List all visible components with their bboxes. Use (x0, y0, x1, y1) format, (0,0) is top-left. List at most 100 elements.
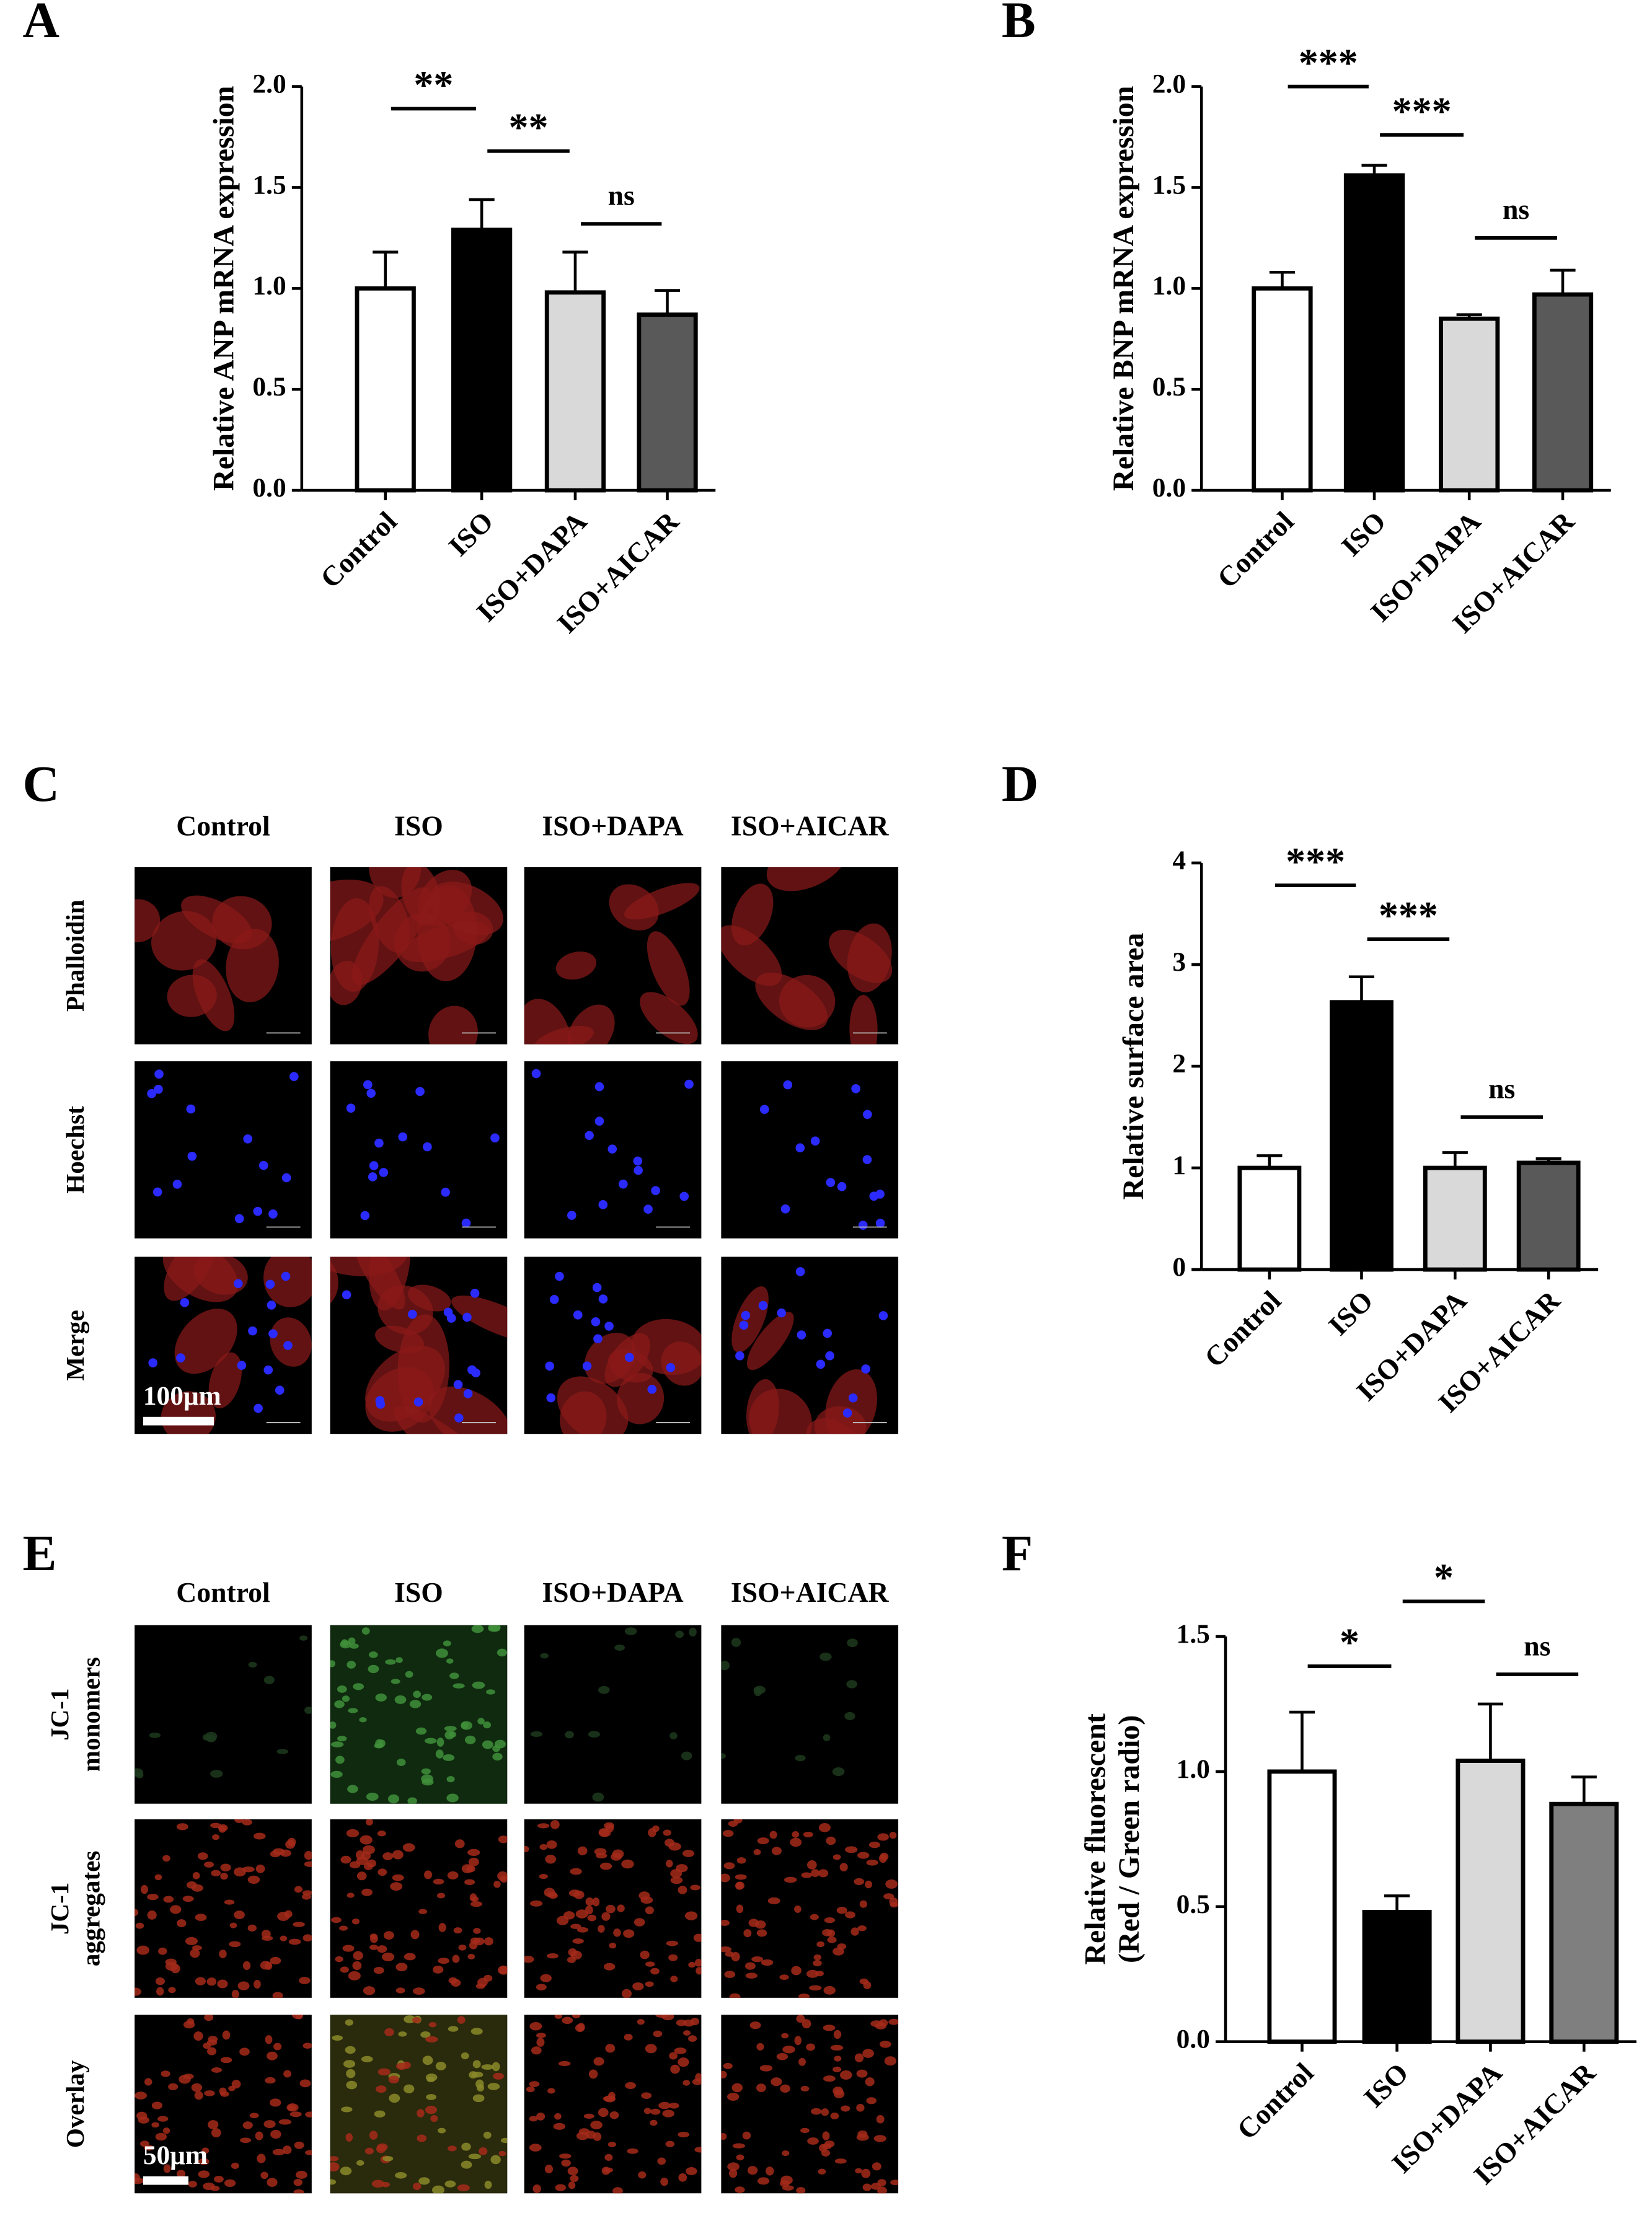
cell (810, 1914, 819, 1920)
cell (603, 2167, 614, 2173)
column-header: ISO+AICAR (731, 1576, 890, 1608)
cell (568, 1004, 615, 1045)
micrograph (524, 867, 702, 1045)
cell (645, 1906, 654, 1915)
cell (727, 2162, 740, 2171)
cell (348, 1971, 361, 1981)
cell (464, 1879, 475, 1885)
cell (257, 2153, 266, 2163)
cell (756, 1929, 767, 1937)
y-axis-label: Relative surface area (1117, 933, 1150, 1200)
cell (536, 2113, 546, 2121)
cell (830, 2113, 839, 2119)
bar (1237, 1165, 1302, 1272)
cell (811, 1869, 820, 1877)
y-tick-label: 1 (1172, 1151, 1186, 1180)
cell (607, 1349, 653, 1383)
cell (418, 2177, 430, 2185)
cell (407, 1797, 417, 1804)
cell (806, 1860, 817, 1870)
cell (889, 1832, 897, 1839)
nucleus (470, 1289, 480, 1298)
cell (588, 1731, 601, 1738)
cell (879, 2041, 891, 2048)
cell (689, 1627, 697, 1636)
nucleus (415, 1087, 425, 1097)
cell (220, 2057, 232, 2064)
cell (663, 1829, 671, 1836)
cell (598, 2108, 609, 2118)
cell (409, 1700, 422, 1708)
cell (347, 1661, 356, 1669)
nucleus (816, 1359, 826, 1369)
y-tick-label: 0.0 (1152, 473, 1186, 503)
cell (421, 1768, 431, 1775)
cell (676, 1864, 688, 1873)
micrograph (135, 1061, 312, 1239)
cell (721, 2133, 727, 2140)
cell (683, 2019, 695, 2027)
cell (492, 2062, 500, 2072)
cell (790, 1837, 802, 1847)
cell (461, 1864, 474, 1873)
significance-label: ns (1524, 1630, 1550, 1661)
cell (361, 2056, 373, 2062)
cell (694, 2147, 702, 2153)
cell (857, 1925, 867, 1932)
cell (375, 1694, 387, 1702)
nucleus (735, 1351, 744, 1361)
significance-label: *** (1379, 893, 1438, 937)
cell (862, 2049, 874, 2058)
cell (340, 2166, 352, 2176)
nucleus (593, 1334, 603, 1344)
significance-label: ** (509, 105, 549, 149)
cell (536, 1984, 547, 1990)
cell (353, 1951, 363, 1961)
cell (806, 2043, 815, 2051)
y-tick-label: 1.5 (1177, 1619, 1210, 1649)
cell (451, 1979, 461, 1987)
column-header: ISO+AICAR (731, 810, 890, 842)
cell (818, 1822, 831, 1832)
cell (369, 2131, 378, 2140)
micrograph (721, 1257, 899, 1434)
cell (177, 2170, 186, 2178)
cell (487, 2083, 500, 2090)
cell (260, 2171, 268, 2180)
cell (735, 1874, 747, 1880)
cell (822, 2143, 832, 2150)
cell (451, 1295, 508, 1343)
cell (800, 2127, 810, 2134)
nucleus (863, 1110, 872, 1120)
cell (782, 2045, 795, 2054)
cell (398, 2031, 407, 2037)
cell (883, 1893, 894, 1900)
nucleus (842, 1408, 852, 1418)
cell (303, 2043, 312, 2049)
cell (823, 2025, 836, 2031)
cell (348, 1708, 358, 1713)
x-tick-label: Control (1211, 505, 1299, 594)
x-tick-label: Control (1230, 2057, 1319, 2145)
image-content (148, 1257, 312, 1434)
cell (731, 1638, 741, 1647)
image-content (526, 2015, 702, 2194)
nucleus (545, 1361, 555, 1371)
significance-label: ns (1488, 1072, 1515, 1104)
image-content (330, 1819, 508, 1995)
cell (745, 1972, 758, 1979)
cell (248, 1661, 257, 1668)
cell (624, 883, 700, 920)
image-background (524, 1625, 702, 1804)
cell (435, 1648, 448, 1658)
nucleus (258, 1160, 268, 1170)
cell (599, 1829, 611, 1837)
micrograph (330, 1625, 508, 1804)
image-content (531, 1069, 694, 1228)
cell (757, 1837, 769, 1845)
cell (806, 1418, 868, 1434)
cell (424, 1870, 433, 1879)
cell (621, 1859, 634, 1869)
cell (135, 2091, 147, 2100)
